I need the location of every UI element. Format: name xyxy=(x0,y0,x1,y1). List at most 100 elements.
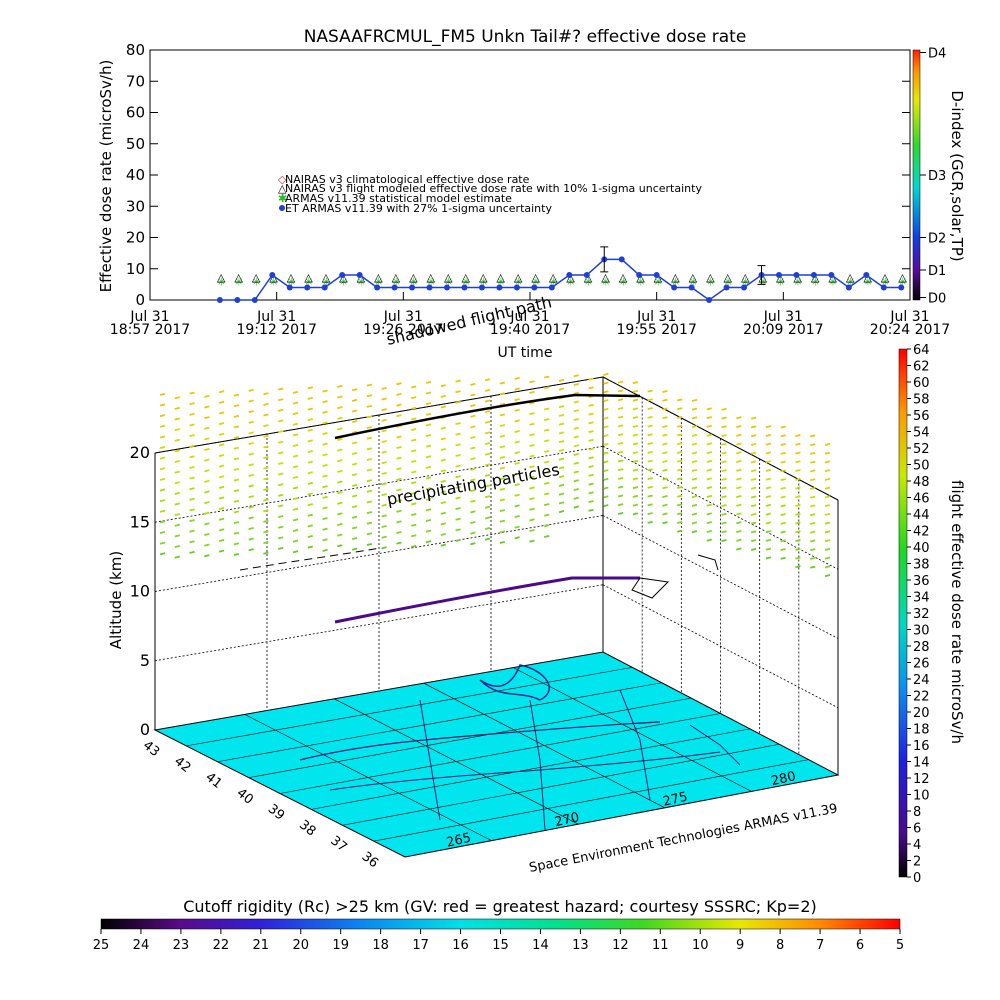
cutoff-colorbar-tick-label: 20 xyxy=(292,938,309,953)
particle-dash xyxy=(588,377,594,381)
particle-dash xyxy=(174,555,180,559)
particle-dash xyxy=(440,501,446,505)
particle-dash xyxy=(795,565,801,569)
armas-data-point xyxy=(478,284,485,291)
particle-dash xyxy=(484,452,491,456)
particle-dash xyxy=(632,494,639,498)
particle-dash xyxy=(174,523,180,527)
nairas-flight-point: △ xyxy=(496,271,505,284)
particle-dash xyxy=(750,451,757,455)
model-estimate-point: ✳ xyxy=(898,275,907,288)
particle-dash xyxy=(691,451,698,455)
particle-dash xyxy=(544,439,550,443)
particle-dash xyxy=(470,531,476,535)
nairas-flight-point: △ xyxy=(252,271,261,284)
cutoff-colorbar-tick-label: 19 xyxy=(332,938,349,953)
dose-colorbar-tick-label: 18 xyxy=(913,723,930,738)
particle-dash xyxy=(411,523,417,527)
particle-dash xyxy=(396,541,402,545)
particle-dash xyxy=(263,519,269,523)
particle-dash xyxy=(573,496,579,500)
particle-dash xyxy=(233,414,240,418)
particle-dash xyxy=(322,538,328,542)
particle-dash xyxy=(573,391,579,395)
particle-dash xyxy=(573,479,579,483)
particle-dash xyxy=(706,494,712,498)
particle-dash xyxy=(558,466,565,470)
particle-dash xyxy=(263,434,269,438)
particle-dash xyxy=(396,488,402,492)
latitude-tick-label: 42 xyxy=(171,754,193,776)
particle-dash xyxy=(484,410,491,414)
particle-dash xyxy=(322,506,328,510)
particle-dash xyxy=(632,389,639,393)
particle-dash xyxy=(218,443,225,447)
particle-dash xyxy=(499,392,506,396)
model-estimate-point: ✳ xyxy=(846,275,855,288)
particle-dash xyxy=(617,468,624,472)
particle-dash xyxy=(499,477,506,481)
particle-dash xyxy=(721,504,727,508)
particle-dash xyxy=(233,446,240,450)
particle-dash xyxy=(544,481,550,485)
particle-dash xyxy=(662,398,668,402)
nairas-flight-point: △ xyxy=(461,271,470,284)
latitude-gridline xyxy=(217,682,662,763)
armas-data-point xyxy=(548,284,555,291)
particle-dash xyxy=(218,496,225,500)
particle-dash xyxy=(440,458,446,462)
particle-dash xyxy=(351,388,358,392)
particle-dash xyxy=(218,454,225,457)
particle-dash xyxy=(233,531,240,535)
particle-dash xyxy=(750,512,757,516)
particle-dash xyxy=(588,438,594,442)
particle-dash xyxy=(470,510,476,514)
particle-dash xyxy=(307,481,313,485)
particle-dash xyxy=(573,488,579,491)
particle-dash xyxy=(455,528,461,532)
particle-dash xyxy=(691,433,698,437)
particle-dash xyxy=(529,454,535,458)
particle-dash xyxy=(750,495,757,499)
particle-dash xyxy=(396,403,402,407)
particle-dash xyxy=(617,503,624,507)
particle-dash xyxy=(677,415,683,419)
particle-dash xyxy=(529,507,535,511)
nairas-flight-point: △ xyxy=(339,271,348,284)
armas-data-point xyxy=(688,284,695,291)
particle-dash xyxy=(425,444,432,448)
particle-dash xyxy=(484,442,491,445)
particle-dash xyxy=(691,486,698,490)
particle-dash xyxy=(765,538,772,542)
particle-dash xyxy=(632,451,639,455)
particle-dash xyxy=(425,497,432,501)
particle-dash xyxy=(691,503,698,507)
particle-dash xyxy=(824,495,831,499)
particle-dash xyxy=(677,529,683,533)
model-estimate-point: ✳ xyxy=(706,275,715,288)
x-tick-label: 19:26 2017 xyxy=(363,322,443,338)
particle-dash xyxy=(588,473,594,477)
particle-dash xyxy=(189,529,195,533)
particle-dash xyxy=(307,460,313,464)
particle-dash xyxy=(248,516,254,520)
particle-dash xyxy=(750,469,757,473)
nairas-flight-point: △ xyxy=(444,271,453,284)
particle-dash xyxy=(499,509,506,513)
particle-dash xyxy=(218,390,225,394)
particle-dash xyxy=(706,407,712,411)
particle-dash xyxy=(529,433,535,437)
particle-dash xyxy=(721,486,727,490)
longitude-tick-label: 275 xyxy=(662,790,690,810)
particle-dash xyxy=(233,510,240,514)
dose-colorbar-tick-label: 52 xyxy=(913,442,930,457)
particle-dash xyxy=(337,480,343,484)
cutoff-colorbar-tick-label: 11 xyxy=(652,938,669,953)
particle-dash xyxy=(677,520,683,524)
particle-dash xyxy=(366,415,373,419)
particle-dash xyxy=(337,544,343,548)
nairas-flight-point: △ xyxy=(863,271,872,284)
particle-dash xyxy=(322,485,328,489)
particle-dash xyxy=(706,529,712,533)
